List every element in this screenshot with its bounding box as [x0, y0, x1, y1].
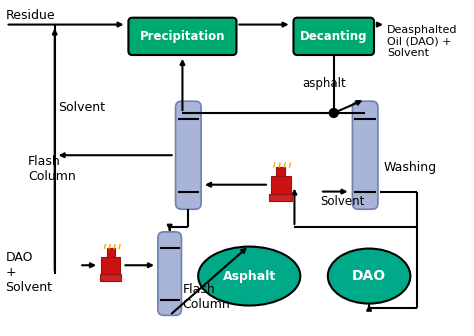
- Bar: [100, 274, 121, 281]
- FancyBboxPatch shape: [175, 101, 201, 209]
- Bar: [271, 176, 291, 194]
- FancyBboxPatch shape: [158, 232, 182, 316]
- Ellipse shape: [198, 247, 301, 305]
- Ellipse shape: [328, 249, 410, 303]
- Text: DAO
+
Solvent: DAO + Solvent: [6, 251, 53, 294]
- FancyBboxPatch shape: [293, 18, 374, 55]
- Text: Decanting: Decanting: [300, 30, 367, 43]
- Text: Flash
Column: Flash Column: [182, 283, 230, 311]
- Text: Washing: Washing: [384, 162, 437, 174]
- FancyBboxPatch shape: [352, 101, 378, 209]
- Bar: [101, 257, 120, 274]
- Text: Flash
Column: Flash Column: [28, 155, 76, 183]
- Text: asphalt: asphalt: [302, 77, 346, 90]
- Text: Precipitation: Precipitation: [140, 30, 225, 43]
- Bar: [276, 167, 285, 176]
- Circle shape: [329, 109, 338, 117]
- Text: Solvent: Solvent: [58, 101, 105, 114]
- Bar: [269, 194, 292, 201]
- Text: Asphalt: Asphalt: [223, 269, 276, 283]
- Text: Solvent: Solvent: [320, 195, 365, 208]
- Text: Residue: Residue: [6, 9, 55, 22]
- Text: DAO: DAO: [352, 269, 386, 283]
- Bar: [107, 248, 115, 257]
- FancyBboxPatch shape: [128, 18, 237, 55]
- Text: Deasphalted
Oil (DAO) +
Solvent: Deasphalted Oil (DAO) + Solvent: [387, 25, 457, 58]
